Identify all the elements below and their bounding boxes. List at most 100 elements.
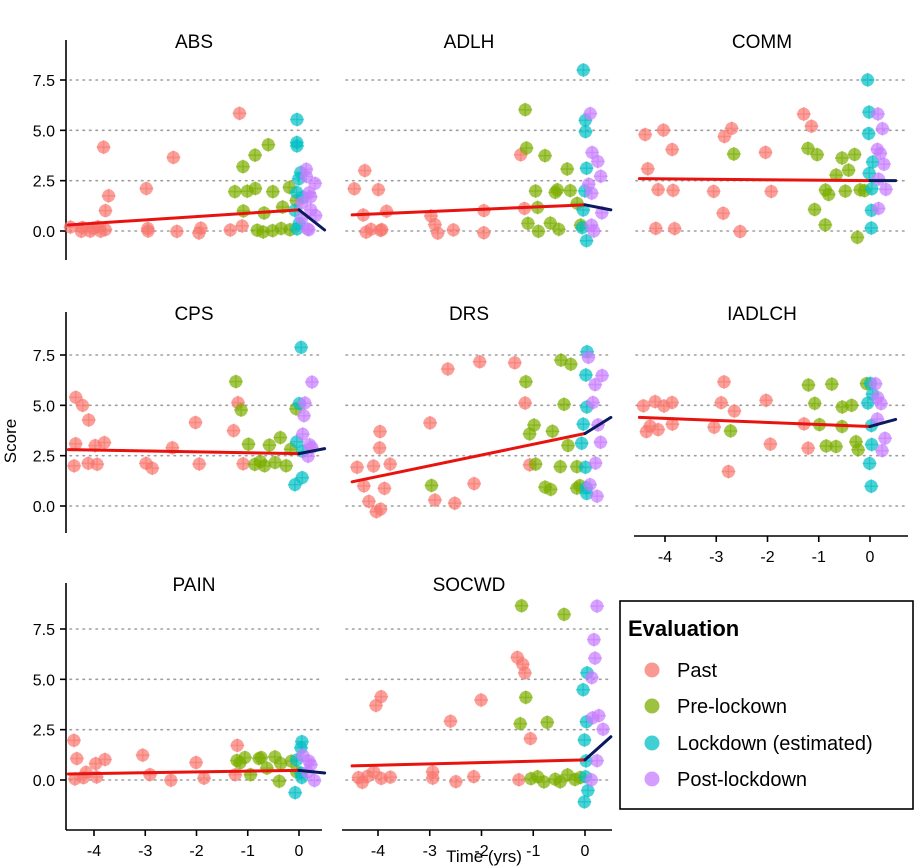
panel-adlh: ADLH [345,32,613,248]
y-tick-label-pain-3: 7.5 [33,622,55,639]
point-adlh-past-13 [476,225,491,240]
point-socwd-pre-lockown-12 [536,774,551,789]
x-tick-label-iadlch-1: -3 [709,549,723,566]
point-pain-past-10 [163,773,178,788]
point-adlh-post-lockdown-0 [583,106,598,121]
point-comm-lockdown-estimated--0 [860,72,875,87]
point-comm-past-2 [651,182,666,197]
point-adlh-pre-lockown-0 [518,102,533,117]
point-iadlch-past-14 [763,437,778,452]
x-tick-label-pain-0: -4 [87,843,101,860]
point-socwd-pre-lockown-6 [540,715,555,730]
point-iadlch-past-3 [651,422,666,437]
point-drs-post-lockdown-7 [590,489,605,504]
point-iadlch-past-13 [759,393,774,408]
point-socwd-past-17 [523,731,538,746]
point-socwd-past-10 [443,714,458,729]
point-pain-post-lockdown-4 [301,753,316,768]
point-cps-past-6 [97,435,112,450]
point-socwd-post-lockdown-8 [591,708,606,723]
point-comm-past-6 [667,221,682,236]
point-socwd-pre-lockown-3 [513,716,528,731]
x-axis-title: Time (yrs) [446,847,522,866]
x-tick-label-socwd-1: -3 [423,843,437,860]
point-pain-lockdown-estimated--4 [288,785,303,800]
point-abs-past-6 [96,140,111,155]
point-cps-post-lockdown-6 [295,427,310,442]
point-pain-pre-lockown-2 [237,750,252,765]
point-abs-past-9 [139,181,154,196]
point-comm-post-lockdown-7 [873,146,888,161]
point-drs-pre-lockown-3 [528,457,543,472]
point-comm-pre-lockown-11 [818,217,833,232]
point-iadlch-post-lockdown-0 [868,376,883,391]
point-cps-pre-lockown-5 [262,438,277,453]
point-comm-past-7 [706,184,721,199]
point-drs-pre-lockown-8 [560,438,575,453]
point-abs-pre-lockown-0 [227,184,242,199]
point-drs-past-14 [467,476,482,491]
point-cps-past-2 [68,436,83,451]
x-tick-label-socwd-4: 0 [581,843,590,860]
point-socwd-post-lockdown-3 [584,670,599,685]
point-pain-past-8 [135,748,150,763]
point-drs-lockdown-estimated--4 [574,436,589,451]
x-tick-label-pain-3: -1 [241,843,255,860]
legend: Evaluation Past Pre-lockown Lockdown (es… [619,600,914,810]
legend-title: Evaluation [628,616,739,641]
point-drs-past-1 [356,478,371,493]
point-abs-pre-lockown-6 [261,137,276,152]
point-iadlch-past-7 [639,424,654,439]
point-socwd-post-lockdown-6 [590,753,605,768]
point-adlh-post-lockdown-7 [586,224,601,239]
point-drs-lockdown-estimated--3 [576,417,591,432]
point-pain-pre-lockown-8 [273,756,288,771]
point-drs-past-3 [366,459,381,474]
point-comm-past-16 [665,142,680,157]
point-comm-post-lockdown-3 [876,157,891,172]
point-socwd-past-18 [511,772,526,787]
point-adlh-pre-lockown-11 [531,224,546,239]
point-cps-pre-lockown-1 [234,402,249,417]
point-iadlch-past-10 [717,374,732,389]
trend-pre-pain [66,768,301,776]
point-abs-post-lockdown-5 [308,176,323,191]
point-socwd-lockdown-estimated--1 [576,682,591,697]
point-socwd-post-lockdown-2 [587,651,602,666]
point-drs-pre-lockown-0 [424,478,439,493]
point-abs-past-17 [223,222,238,237]
y-tick-label-pain-2: 5.0 [33,672,55,689]
x-tick-label-iadlch-2: -2 [760,549,774,566]
point-drs-past-18 [373,424,388,439]
point-abs-post-lockdown-8 [308,208,323,223]
point-socwd-past-9 [425,764,440,779]
x-tick-label-socwd-2: -2 [474,843,488,860]
trend-pre-drs [350,432,587,484]
trend-pre-socwd [350,758,587,768]
point-cps-pre-lockown-6 [268,455,283,470]
point-socwd-lockdown-estimated--3 [577,733,592,748]
point-drs-past-8 [369,504,384,519]
point-iadlch-pre-lockown-12 [828,439,843,454]
point-socwd-pre-lockown-0 [514,598,529,613]
point-abs-pre-lockown-14 [256,224,271,239]
point-iadlch-past-12 [727,404,742,419]
point-adlh-pre-lockown-6 [550,182,565,197]
panel-comm: COMM [635,32,909,245]
point-comm-pre-lockown-4 [821,187,836,202]
legend-swatch-post-lockdown [644,771,660,787]
point-drs-post-lockdown-0 [581,350,596,365]
trend-post-cps [297,447,327,456]
point-cps-past-1 [75,398,90,413]
point-cps-lockdown-estimated--0 [294,340,309,355]
y-tick-label-abs-3: 7.5 [33,73,55,90]
point-iadlch-lockdown-estimated--4 [862,456,877,471]
point-drs-past-2 [361,494,376,509]
panel-title-adlh: ADLH [444,32,495,53]
panel-title-iadlch: IADLCH [727,304,797,325]
panel-title-pain: PAIN [173,575,216,596]
point-drs-past-16 [518,396,533,411]
point-iadlch-pre-lockown-5 [824,377,839,392]
point-socwd-post-lockdown-7 [584,772,599,787]
point-socwd-lockdown-estimated--7 [577,794,592,809]
